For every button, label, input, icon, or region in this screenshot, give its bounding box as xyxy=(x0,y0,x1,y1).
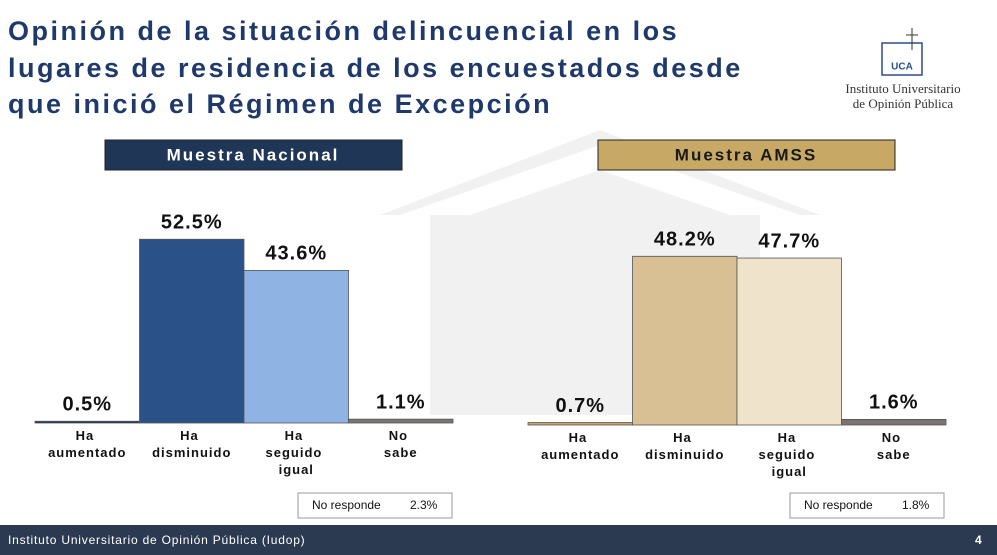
category-label: Ha aumentado xyxy=(48,428,126,460)
category-label: Ha aumentado xyxy=(541,430,619,462)
title-line: lugares de residencia de los encuestados… xyxy=(8,53,743,83)
category-label: Ha disminuido xyxy=(645,430,724,462)
value-label: 43.6% xyxy=(265,243,327,265)
logo-text: Instituto Universitario xyxy=(845,81,960,96)
note-box xyxy=(789,492,945,519)
title-line: Opinión de la situación delincuencial en… xyxy=(8,16,679,46)
note-box xyxy=(297,492,453,519)
footer-bar xyxy=(0,525,997,555)
bar xyxy=(348,418,454,424)
value-label: 1.1% xyxy=(376,391,426,413)
bar xyxy=(527,422,633,426)
category-label: No sabe xyxy=(877,430,911,462)
note-label: No responde xyxy=(312,498,381,512)
bar xyxy=(632,255,738,426)
value-label: 0.7% xyxy=(555,395,605,417)
note-value: 2.3% xyxy=(410,498,438,512)
value-label: 48.2% xyxy=(654,229,716,251)
bar xyxy=(736,257,842,426)
subtitle: Muestra Nacional xyxy=(167,145,340,164)
value-label: 1.6% xyxy=(869,392,919,414)
subtitle-box xyxy=(597,139,896,171)
subtitle: Muestra AMSS xyxy=(675,145,817,164)
value-label: 47.7% xyxy=(758,230,820,252)
category-label: Ha seguido igual xyxy=(266,428,327,477)
note-label: No responde xyxy=(804,498,873,512)
category-label: Ha seguido igual xyxy=(759,430,820,479)
note-value: 1.8% xyxy=(902,498,930,512)
title-line: que inició el Régimen de Excepción xyxy=(8,89,552,119)
logo-text: de Opinión Pública xyxy=(853,96,954,111)
bar xyxy=(243,269,349,424)
value-label: 0.5% xyxy=(62,394,112,416)
page-number: 4 xyxy=(975,533,982,547)
bar xyxy=(139,238,245,424)
category-label: No sabe xyxy=(384,428,418,460)
subtitle-box xyxy=(104,139,403,171)
logo: UCA Instituto Universitario de Opinión P… xyxy=(845,28,961,111)
bar xyxy=(34,420,140,424)
footer-text: Instituto Universitario de Opinión Públi… xyxy=(8,533,305,547)
category-label: Ha disminuido xyxy=(152,428,231,460)
logo-mark: UCA xyxy=(891,62,913,73)
value-label: 52.5% xyxy=(161,212,223,234)
bar xyxy=(841,418,947,426)
